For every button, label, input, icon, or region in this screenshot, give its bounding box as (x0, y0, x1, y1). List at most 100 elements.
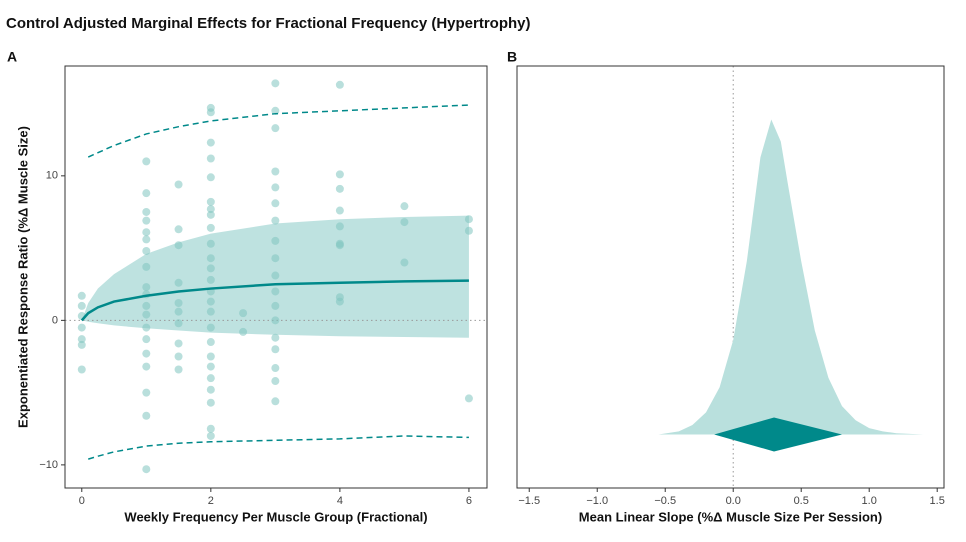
data-point (142, 411, 151, 420)
data-point (206, 154, 215, 163)
panel-label: B (507, 49, 517, 65)
data-point (335, 297, 344, 306)
data-point (400, 202, 409, 211)
y-tick-label: −10 (39, 459, 58, 471)
data-point (174, 339, 183, 348)
data-point (206, 352, 215, 361)
data-point (77, 365, 86, 374)
data-point (77, 323, 86, 332)
data-point (174, 319, 183, 328)
data-point (206, 138, 215, 147)
data-point (271, 364, 280, 373)
panel-frame (64, 65, 488, 489)
data-point (271, 199, 280, 208)
data-point (206, 398, 215, 407)
y-tick-label: 10 (46, 170, 58, 182)
data-point (335, 80, 344, 89)
figure-title: Control Adjusted Marginal Effects for Fr… (6, 15, 531, 32)
data-point (271, 301, 280, 310)
x-tick-label: 0.0 (726, 495, 741, 507)
x-tick-label: 0 (79, 495, 85, 507)
x-tick-label: 2 (208, 495, 214, 507)
data-point (77, 291, 86, 300)
x-tick-label: 6 (466, 495, 472, 507)
data-point (239, 327, 248, 336)
data-point (174, 180, 183, 189)
data-point (400, 218, 409, 227)
data-point (142, 465, 151, 474)
data-point (206, 197, 215, 206)
data-point (400, 258, 409, 267)
data-point (142, 262, 151, 271)
data-point (335, 222, 344, 231)
data-point (142, 157, 151, 166)
data-point (206, 297, 215, 306)
data-point (271, 377, 280, 386)
data-point (271, 124, 280, 133)
data-point (142, 301, 151, 310)
data-point (142, 283, 151, 292)
data-point (142, 335, 151, 344)
data-point (271, 236, 280, 245)
data-point (142, 323, 151, 332)
data-point (142, 189, 151, 198)
data-point (464, 394, 473, 403)
prediction-line (88, 435, 469, 460)
data-point (271, 216, 280, 225)
data-point (206, 254, 215, 263)
data-point (271, 271, 280, 280)
data-point (142, 207, 151, 216)
data-point (464, 215, 473, 224)
data-point (142, 246, 151, 255)
prediction-line (87, 104, 469, 158)
data-point (271, 345, 280, 354)
data-point (142, 349, 151, 358)
data-point (142, 216, 151, 225)
data-point (174, 365, 183, 374)
data-point (206, 205, 215, 214)
y-axis-label: Exponentiated Response Ratio (%Δ Muscle … (15, 126, 30, 428)
density-area (658, 119, 924, 435)
fit-line (80, 279, 469, 322)
data-point (271, 183, 280, 192)
data-point (174, 307, 183, 316)
x-tick-label: 1.5 (930, 495, 945, 507)
x-tick-label: −0.5 (654, 495, 676, 507)
data-point (206, 323, 215, 332)
data-point (142, 235, 151, 244)
data-point (206, 275, 215, 284)
data-point (335, 170, 344, 179)
data-point (142, 362, 151, 371)
data-point (271, 79, 280, 88)
data-point (174, 225, 183, 234)
data-point (239, 309, 248, 318)
x-tick-label: −1.0 (586, 495, 608, 507)
x-tick-label: 0.5 (794, 495, 809, 507)
data-point (206, 223, 215, 232)
panel-label: A (7, 49, 17, 65)
x-tick-label: 1.0 (862, 495, 877, 507)
data-point (206, 338, 215, 347)
x-tick-label: 4 (337, 495, 343, 507)
data-point (174, 241, 183, 250)
data-point (271, 316, 280, 325)
data-point (174, 299, 183, 308)
data-point (271, 333, 280, 342)
panel-frame (516, 65, 945, 489)
data-point (142, 228, 151, 237)
data-point (335, 241, 344, 250)
data-point (464, 226, 473, 235)
data-point (206, 424, 215, 433)
data-point (142, 310, 151, 319)
data-point (77, 301, 86, 310)
data-point (142, 388, 151, 397)
data-point (271, 106, 280, 115)
data-point (206, 362, 215, 371)
interval-diamond (714, 417, 843, 452)
x-axis-label: Weekly Frequency Per Muscle Group (Fract… (124, 509, 427, 524)
data-point (271, 397, 280, 406)
data-point (335, 184, 344, 193)
x-axis-label: Mean Linear Slope (%Δ Muscle Size Per Se… (579, 509, 882, 524)
data-point (206, 431, 215, 440)
